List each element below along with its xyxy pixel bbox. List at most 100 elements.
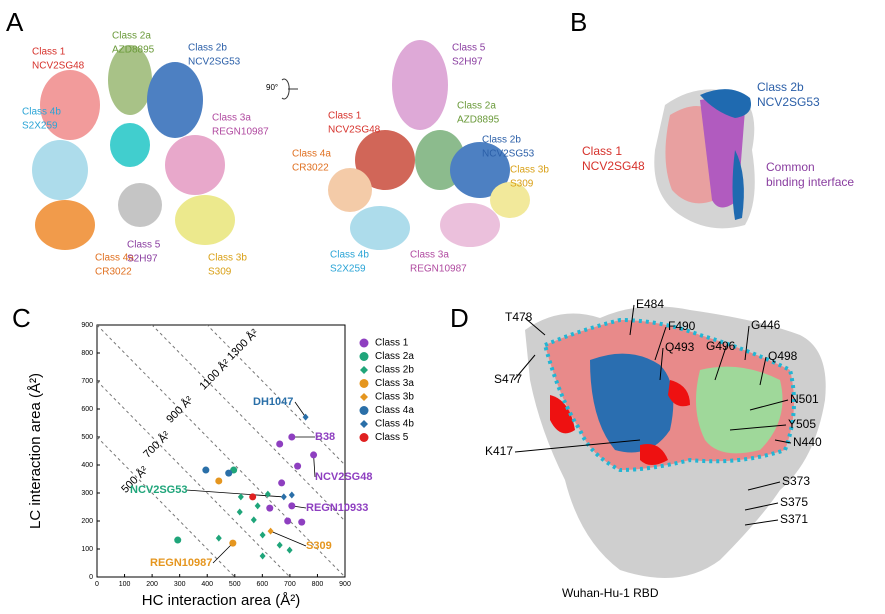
residue-label: G446 (751, 318, 781, 332)
class-label: Class 5 (452, 43, 486, 54)
class-label: Class 3a (212, 113, 251, 124)
class-label: CR3022 (95, 267, 132, 278)
leader-line (774, 439, 792, 444)
isoline (97, 325, 345, 577)
point (254, 502, 261, 510)
class-label: Common (766, 160, 815, 174)
y-axis-label: LC interaction area (Å²) (27, 373, 44, 529)
class-label: Class 2b (482, 135, 521, 146)
class-label: NCV2SG48 (328, 125, 381, 136)
x-axis-label: HC interaction area (Å²) (142, 592, 300, 609)
residue-label: Q493 (665, 340, 695, 354)
point (250, 516, 257, 524)
point (202, 466, 210, 474)
point (298, 518, 306, 526)
residue-label: S371 (780, 512, 808, 526)
isoline (151, 325, 345, 522)
point (229, 539, 237, 547)
leader-line (759, 356, 767, 386)
x-tick-label: 100 (119, 581, 131, 588)
point (215, 477, 223, 485)
structure-a-right (328, 40, 530, 250)
plot-frame (96, 324, 346, 578)
annotation: B38 (315, 431, 335, 443)
legend-label: Class 2b (375, 365, 414, 376)
panel-letter: A (6, 7, 24, 37)
y-tick-label: 700 (81, 378, 93, 385)
point (310, 451, 318, 459)
leader-line (747, 481, 781, 491)
legend-label: Class 3a (375, 378, 414, 389)
isoline-label: 1100 Å² (197, 356, 233, 392)
y-tick-label: 600 (81, 406, 93, 413)
point (286, 546, 293, 554)
class-label: REGN10987 (212, 127, 269, 138)
point (267, 527, 274, 535)
isoline (97, 380, 291, 577)
leader-line (629, 304, 635, 336)
x-tick-label: 800 (312, 581, 324, 588)
annotation: REGN10987 (150, 557, 212, 569)
caption: Wuhan-Hu-1 RBD (562, 586, 659, 600)
class-label: Class 2b (757, 80, 804, 94)
legend-marker (359, 379, 369, 388)
x-tick-label: 600 (256, 581, 268, 588)
leader-line (514, 439, 641, 453)
point (174, 536, 182, 544)
class-label: AZD8895 (457, 115, 500, 126)
leader-line (212, 542, 234, 564)
class-label: Class 3b (510, 165, 549, 176)
class-label: S309 (510, 179, 534, 190)
leader-line (513, 354, 536, 381)
x-tick-label: 500 (229, 581, 241, 588)
panel-letter: D (450, 303, 469, 333)
y-tick-label: 100 (81, 546, 93, 553)
leader-line (744, 519, 779, 526)
leader-line (659, 347, 664, 381)
class-label: Class 2b (188, 43, 227, 54)
class-label: Class 3b (208, 253, 247, 264)
class-label: NCV2SG53 (757, 95, 820, 109)
leader-line (749, 399, 789, 411)
legend-label: Class 3b (375, 392, 414, 403)
point (288, 491, 295, 499)
y-tick-label: 300 (81, 490, 93, 497)
class-label: NCV2SG48 (582, 159, 645, 173)
class-label: Class 4b (22, 107, 61, 118)
class-label: REGN10987 (410, 264, 467, 275)
point (266, 504, 274, 512)
residue-label: T478 (505, 310, 533, 324)
legend-marker (360, 366, 368, 374)
class-label: Class 3a (410, 250, 449, 261)
annotation: NCV2SG48 (315, 471, 372, 483)
leader-line (313, 454, 316, 478)
x-tick-label: 300 (174, 581, 186, 588)
legend-label: Class 4a (375, 405, 414, 416)
point (259, 552, 266, 560)
leader-line (714, 346, 727, 381)
y-tick-label: 800 (81, 350, 93, 357)
y-tick-label: 0 (89, 574, 93, 581)
legend-label: Class 5 (375, 432, 409, 443)
x-tick-label: 400 (201, 581, 213, 588)
point (259, 531, 266, 539)
class-label: AZD8895 (112, 45, 155, 56)
residue-label: S375 (780, 495, 808, 509)
point (288, 433, 296, 441)
class-label: Class 5 (127, 240, 161, 251)
leader-line (294, 401, 306, 418)
y-tick-label: 900 (81, 322, 93, 329)
residue-label: N440 (793, 435, 822, 449)
residue-label: N501 (790, 392, 819, 406)
point (294, 462, 302, 470)
leader-line (654, 326, 667, 361)
residue-label: F490 (668, 319, 696, 333)
class-label: Class 4a (292, 149, 331, 160)
residue-label: K417 (485, 444, 513, 458)
isoline (97, 436, 236, 577)
panel-letter: B (570, 7, 587, 37)
class-label: Class 4a (95, 253, 134, 264)
residue-label: S477 (494, 372, 522, 386)
point (280, 493, 287, 501)
